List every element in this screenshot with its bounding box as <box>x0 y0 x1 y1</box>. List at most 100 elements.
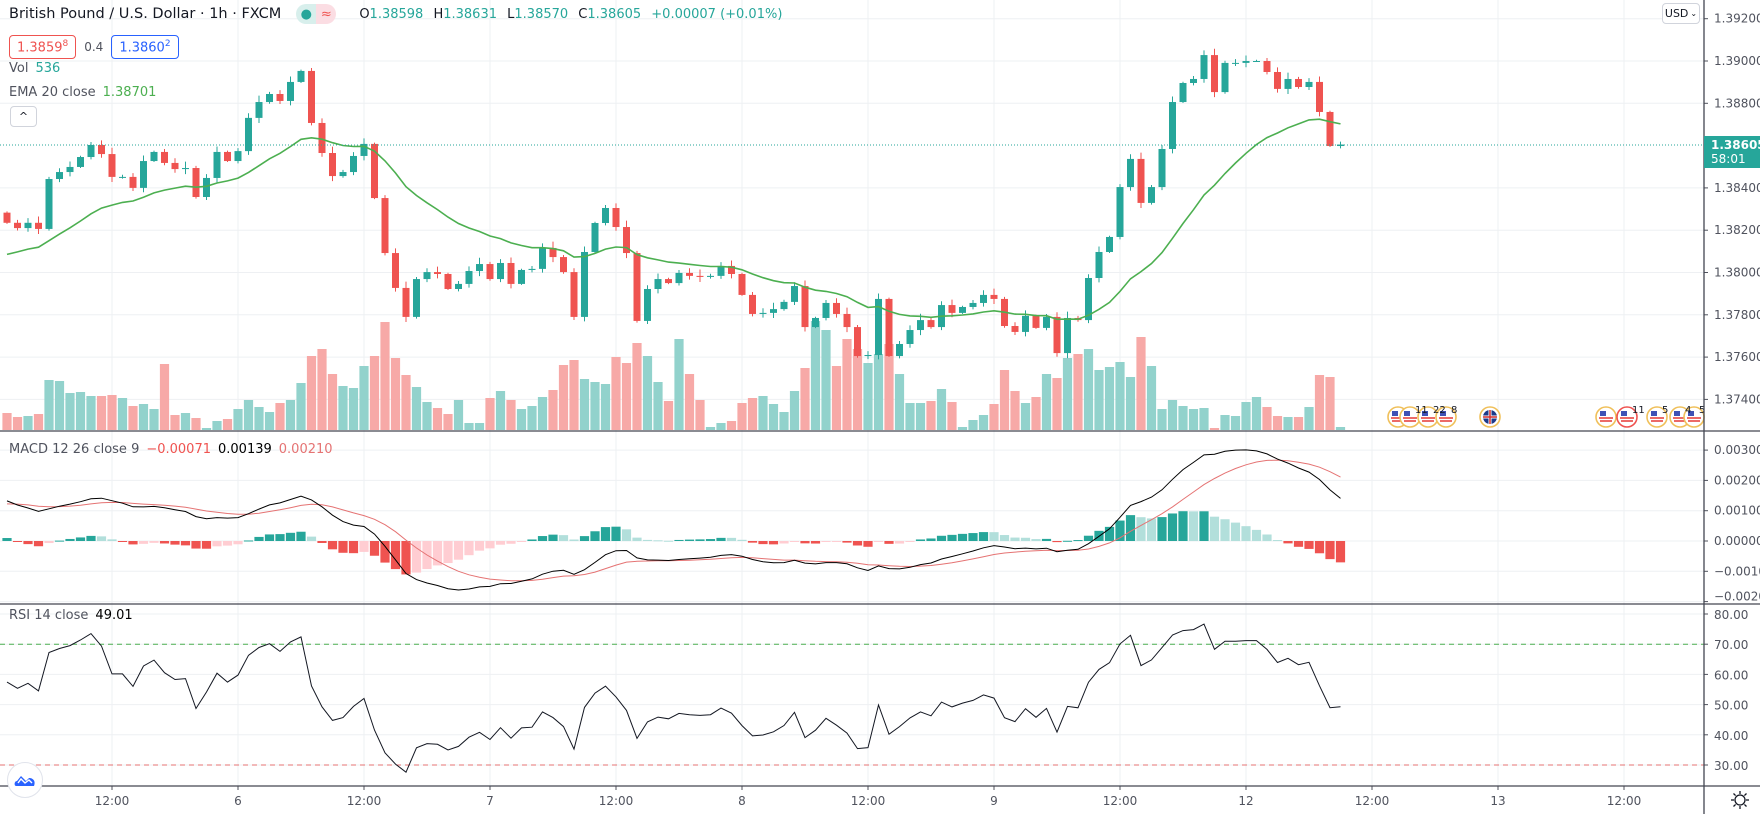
macd-histogram-bar <box>579 536 590 541</box>
buy-price: 1.3860 <box>119 40 165 56</box>
volume-bar <box>401 375 411 430</box>
candle-body <box>161 151 168 163</box>
candle <box>1316 76 1323 117</box>
rsi-value: 49.01 <box>95 608 133 623</box>
volume-bar <box>548 390 558 430</box>
collapse-legend-button[interactable]: ^ <box>10 106 37 127</box>
rsi-axis-label: 30.00 <box>1714 759 1748 773</box>
open-value: 1.38598 <box>369 6 424 22</box>
volume-bar <box>149 409 159 430</box>
price-axis-label: 1.38000 <box>1714 266 1760 280</box>
macd-legend[interactable]: MACD 12 26 close 9 −0.00071 0.00139 0.00… <box>9 442 333 457</box>
volume-bar <box>1335 427 1346 430</box>
sell-button[interactable]: 1.38598 <box>9 35 77 60</box>
volume-bar <box>957 427 968 430</box>
volume-bar <box>999 370 1010 430</box>
volume-bar <box>359 366 369 430</box>
candle <box>1263 58 1271 75</box>
candle-body <box>675 272 683 284</box>
rsi-legend[interactable]: RSI 14 close 49.01 <box>9 608 133 623</box>
event-count-label: 11 <box>1415 405 1428 416</box>
us-flag-canton <box>1440 411 1446 416</box>
candle-body <box>549 247 557 258</box>
rsi-axis-label: 80.00 <box>1714 608 1748 622</box>
candle-body <box>1106 236 1113 252</box>
economic-events[interactable]: 11 22 8 11 5 4 5 <box>1387 405 1705 428</box>
event-marker-us[interactable] <box>1399 406 1421 428</box>
candle <box>192 165 200 199</box>
event-marker-us[interactable] <box>1683 406 1705 428</box>
volume-bar <box>317 349 327 430</box>
macd-histogram-bar <box>233 541 243 545</box>
macd-histogram-bar <box>821 541 831 542</box>
candle <box>234 148 242 164</box>
currency-label: USD <box>1664 7 1689 20</box>
macd-histogram-bar <box>810 541 821 544</box>
volume-bar <box>1209 428 1220 430</box>
candle <box>665 277 672 285</box>
tradingview-logo-button[interactable] <box>7 762 43 798</box>
candle-body <box>455 283 462 289</box>
volume-bar <box>516 409 527 430</box>
volume-bar <box>579 379 590 430</box>
price-axis-label: 1.38200 <box>1714 223 1760 237</box>
candle-body <box>717 265 725 276</box>
macd-axis-label: −0.00200 <box>1714 590 1760 604</box>
candle-body <box>24 222 32 229</box>
candle-body <box>434 272 441 274</box>
volume-bar <box>222 419 233 430</box>
price-axis-label: 1.37400 <box>1714 392 1760 406</box>
macd-histogram-bar <box>317 541 327 543</box>
candle-body <box>266 93 273 103</box>
volume-bar <box>54 381 65 430</box>
candle-body <box>896 343 903 357</box>
volume-bar <box>852 349 863 430</box>
candle-body <box>87 144 95 158</box>
candle <box>959 305 966 314</box>
macd-histogram-bar <box>275 534 285 541</box>
settings-gear-icon[interactable] <box>1730 790 1750 810</box>
event-marker-uk[interactable] <box>1479 406 1501 428</box>
candle <box>738 272 746 296</box>
volume-bar <box>243 400 254 430</box>
volume-bar <box>642 356 653 430</box>
ema-legend[interactable]: EMA 20 close 1.38701 <box>9 85 156 100</box>
candle <box>287 76 294 106</box>
candle-body <box>1232 62 1239 64</box>
symbol-title[interactable]: British Pound / U.S. Dollar · 1h · FXCM <box>9 6 282 22</box>
us-flag-stripes <box>1650 417 1664 422</box>
macd-signal-value: 0.00210 <box>278 442 333 457</box>
uk-flag-red-cross <box>1483 410 1497 424</box>
volume-bar <box>1157 409 1167 430</box>
event-marker-us[interactable] <box>1417 406 1439 428</box>
volume-bar <box>653 382 663 430</box>
event-marker-us[interactable] <box>1616 406 1638 428</box>
currency-dropdown[interactable]: USD ⌄ <box>1662 3 1700 24</box>
status-pill[interactable]: ● ≈ <box>296 4 337 24</box>
macd-histogram-bar <box>632 537 642 541</box>
candle-body <box>1242 61 1250 63</box>
candle <box>339 169 347 178</box>
candle <box>455 280 462 292</box>
volume-bar <box>128 406 138 430</box>
volume-legend[interactable]: Vol 536 <box>9 61 60 76</box>
event-count-label: 11 <box>1632 405 1645 416</box>
us-flag-canton <box>1392 411 1398 416</box>
candle-body <box>66 166 74 173</box>
candle <box>1337 141 1344 149</box>
volume-bar <box>1314 375 1325 430</box>
candle-body <box>696 275 704 277</box>
candle-body <box>14 222 21 229</box>
candle-body <box>528 268 536 270</box>
candle <box>560 254 567 274</box>
buy-button[interactable]: 1.38602 <box>111 35 179 60</box>
volume-bar <box>75 392 86 430</box>
volume-bar <box>1052 378 1062 430</box>
event-marker-us[interactable] <box>1435 406 1457 428</box>
event-marker-us[interactable] <box>1595 406 1617 428</box>
macd-histogram-bar <box>516 541 527 542</box>
macd-histogram-bar <box>705 539 716 541</box>
event-marker-us[interactable] <box>1646 406 1668 428</box>
candle-body <box>35 222 42 229</box>
